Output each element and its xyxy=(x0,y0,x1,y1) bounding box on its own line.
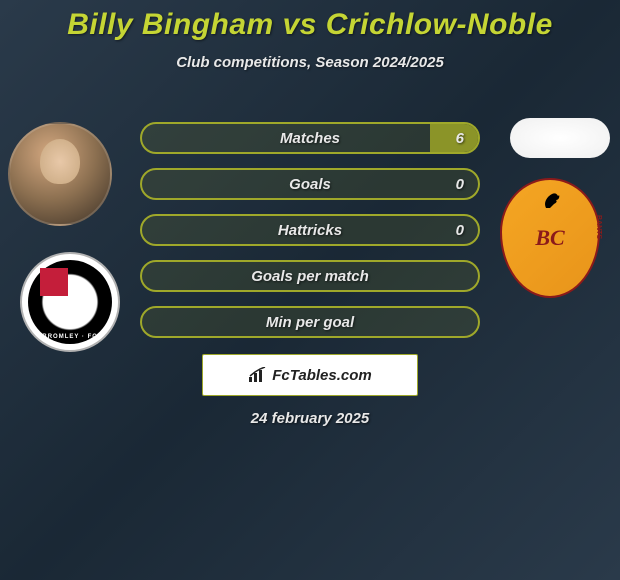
stats-container: Matches 6 Goals 0 Hattricks 0 Goals per … xyxy=(140,122,480,352)
club-right-label: BC xyxy=(535,225,564,251)
stat-row-min-per-goal: Min per goal xyxy=(140,306,480,338)
stat-row-hattricks: Hattricks 0 xyxy=(140,214,480,246)
club-right-badge: BC BANTS xyxy=(500,178,600,298)
rooster-icon xyxy=(536,186,566,216)
page-title: Billy Bingham vs Crichlow-Noble xyxy=(0,0,620,42)
stat-label: Goals per match xyxy=(142,268,478,285)
club-left-badge: BROMLEY · FC xyxy=(20,252,120,352)
stat-row-matches: Matches 6 xyxy=(140,122,480,154)
stat-label: Matches xyxy=(142,130,478,147)
player-left-avatar xyxy=(8,122,112,226)
stat-row-goals-per-match: Goals per match xyxy=(140,260,480,292)
stat-value-right: 0 xyxy=(456,222,464,239)
stat-label: Goals xyxy=(142,176,478,193)
club-left-label: BROMLEY · FC xyxy=(28,334,112,340)
stat-value-right: 6 xyxy=(456,130,464,147)
stat-value-right: 0 xyxy=(456,176,464,193)
stat-row-goals: Goals 0 xyxy=(140,168,480,200)
stat-label: Hattricks xyxy=(142,222,478,239)
brand-box[interactable]: FcTables.com xyxy=(202,354,418,396)
date-label: 24 february 2025 xyxy=(0,410,620,427)
club-right-side-label: BANTS xyxy=(595,215,602,239)
brand-label: FcTables.com xyxy=(272,367,371,384)
chart-icon xyxy=(248,367,268,383)
stat-label: Min per goal xyxy=(142,314,478,331)
player-right-avatar xyxy=(510,118,610,158)
page-subtitle: Club competitions, Season 2024/2025 xyxy=(0,54,620,71)
